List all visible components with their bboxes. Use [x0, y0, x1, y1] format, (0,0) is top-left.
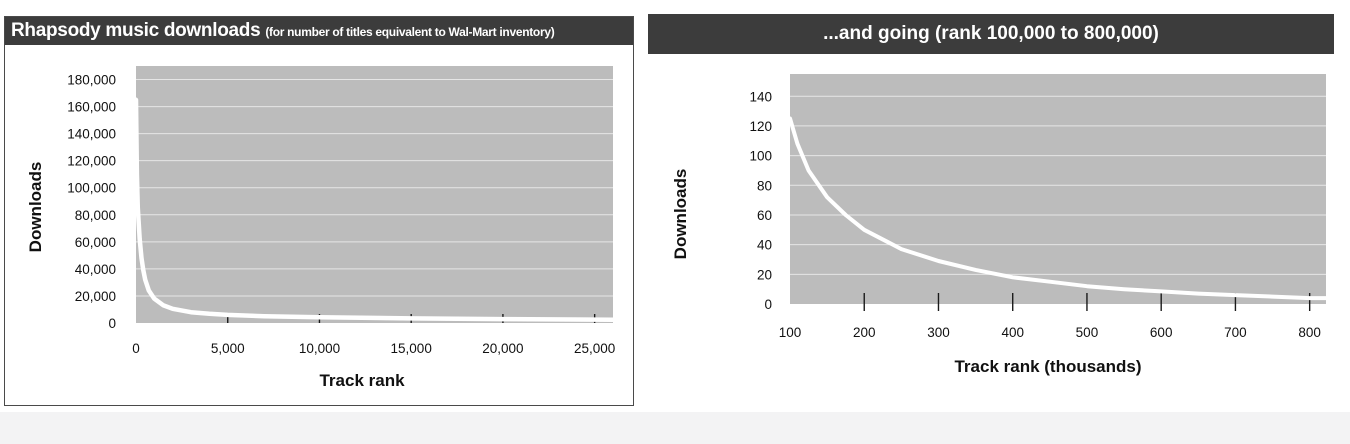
chart-header: ...and going (rank 100,000 to 800,000)	[648, 14, 1334, 54]
x-tick-label: 300	[927, 325, 950, 340]
y-tick-label: 100	[749, 149, 772, 164]
plot-area	[790, 74, 1326, 304]
y-tick-label: 160,000	[67, 100, 116, 115]
plot-area	[136, 66, 613, 323]
y-tick-label: 20,000	[75, 289, 116, 304]
y-tick-label: 120	[749, 119, 772, 134]
y-tick-label: 60,000	[75, 235, 116, 250]
y-axis-title: Downloads	[671, 169, 690, 260]
x-tick-label: 200	[853, 325, 876, 340]
y-tick-label: 0	[108, 316, 116, 331]
chart-title: Rhapsody music downloads	[11, 20, 261, 41]
y-tick-label: 120,000	[67, 154, 116, 169]
y-tick-label: 40	[757, 238, 772, 253]
series-line	[133, 97, 616, 323]
chart-subtitle: (for number of titles equivalent to Wal-…	[265, 25, 555, 39]
x-tick-label: 600	[1150, 325, 1173, 340]
x-axis-title: Track rank	[319, 371, 405, 390]
chart-svg: 0 20 40 60 80 100 120 140 100 200 300 400 500 600 700 8…	[671, 74, 1328, 376]
x-tick-label: 0	[132, 341, 140, 356]
chart-svg: 0 20,000 40,000 60,000 80,000 100,000 120,000 1…	[26, 66, 616, 390]
series-line	[788, 116, 1328, 301]
y-tick-label: 60	[757, 208, 772, 223]
x-tick-label: 10,000	[299, 341, 340, 356]
y-tick-label: 0	[764, 297, 772, 312]
chart-panel-going: ...and going (rank 100,000 to 800,000) 0…	[648, 14, 1334, 396]
x-tick-label: 400	[1001, 325, 1024, 340]
y-tick-label: 180,000	[67, 73, 116, 88]
y-tick-label: 40,000	[75, 262, 116, 277]
x-tick-label: 100	[779, 325, 802, 340]
x-tick-label: 20,000	[482, 341, 523, 356]
chart-header: Rhapsody music downloads (for number of …	[5, 17, 633, 45]
chart-panel-downloads: Rhapsody music downloads (for number of …	[4, 16, 634, 406]
x-tick-label: 800	[1298, 325, 1321, 340]
x-tick-label: 700	[1224, 325, 1247, 340]
x-tick-label: 25,000	[574, 341, 615, 356]
y-axis-title: Downloads	[26, 162, 45, 253]
y-tick-label: 100,000	[67, 181, 116, 196]
y-tick-label: 80,000	[75, 208, 116, 223]
x-axis-title: Track rank (thousands)	[954, 357, 1141, 376]
x-tick-label: 15,000	[391, 341, 432, 356]
x-tick-label: 5,000	[211, 341, 245, 356]
page-footer-strip	[0, 412, 1350, 444]
y-tick-label: 20	[757, 267, 772, 282]
y-tick-label: 140	[749, 89, 772, 104]
x-tick-label: 500	[1076, 325, 1099, 340]
y-tick-label: 80	[757, 178, 772, 193]
y-tick-label: 140,000	[67, 127, 116, 142]
